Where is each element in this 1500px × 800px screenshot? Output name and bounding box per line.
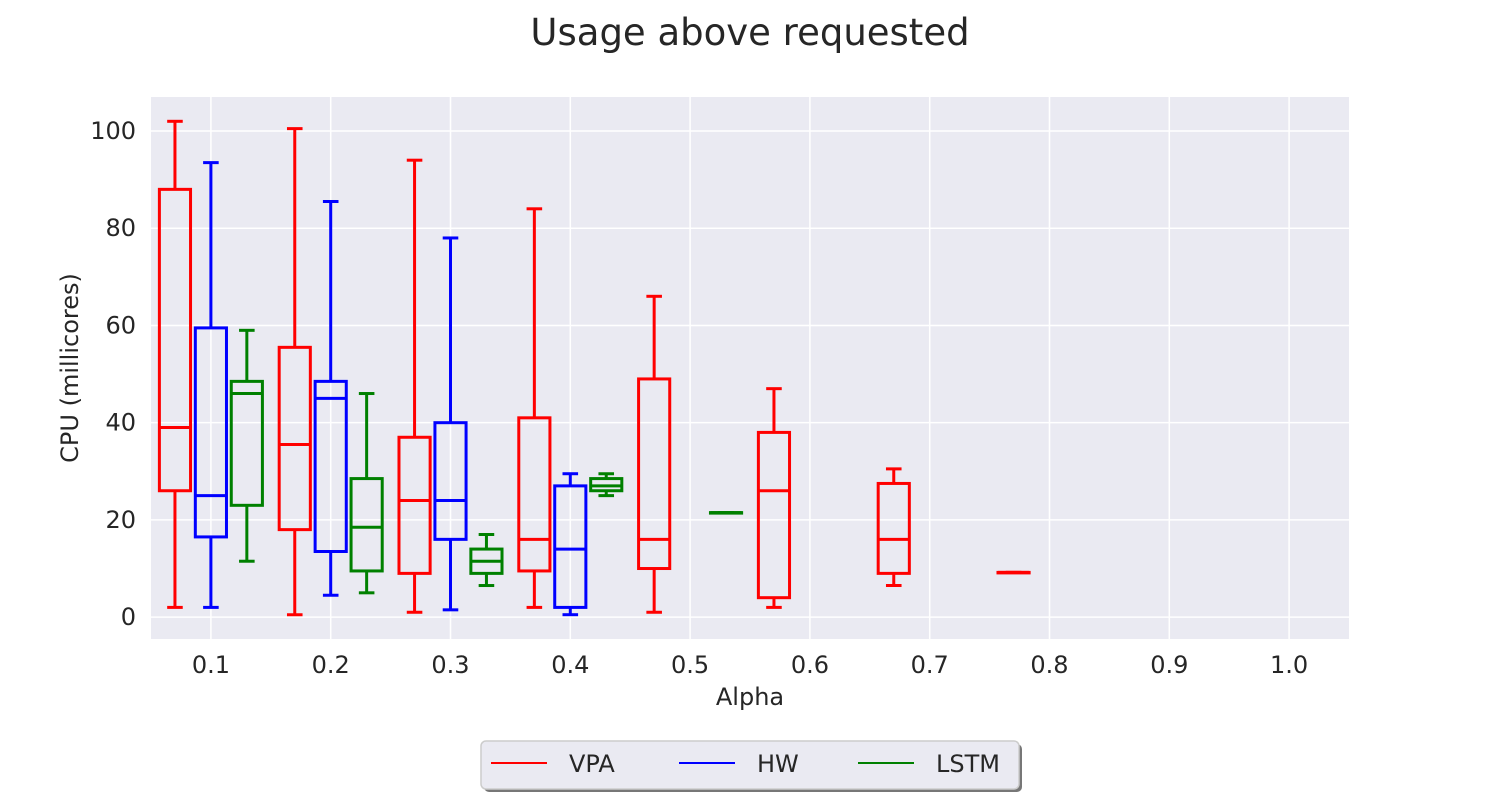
- legend: VPA HW LSTM: [480, 740, 1022, 792]
- legend-frame: [480, 740, 1020, 790]
- box-hw: [433, 236, 468, 612]
- box-vpa: [756, 387, 792, 609]
- box-vpa: [876, 467, 911, 588]
- box-lstm: [349, 392, 384, 595]
- box-iqr: [433, 421, 468, 541]
- box-lstm: [469, 532, 504, 588]
- box-series: [157, 119, 1031, 617]
- box-iqr: [313, 379, 348, 554]
- legend-label: VPA: [569, 750, 615, 778]
- x-tick-label: 1.0: [1270, 651, 1308, 679]
- y-axis-label: CPU (millicores): [56, 273, 84, 463]
- y-tick-label: 0: [121, 603, 136, 631]
- box-iqr: [277, 345, 312, 532]
- box-vpa: [277, 127, 312, 617]
- x-tick-label: 0.1: [192, 651, 230, 679]
- x-axis-label: Alpha: [716, 683, 784, 711]
- box-vpa: [157, 119, 193, 609]
- x-tick-label: 0.6: [791, 651, 829, 679]
- x-tick-label: 0.2: [312, 651, 350, 679]
- box-iqr: [157, 187, 193, 493]
- box-iqr: [349, 477, 384, 573]
- box-hw: [313, 200, 348, 597]
- x-axis-ticks: 0.1 0.2 0.3 0.4 0.5 0.6 0.7 0.8 0.9 1.0: [192, 651, 1308, 679]
- y-tick-label: 20: [105, 506, 136, 534]
- box-iqr: [637, 377, 672, 571]
- chart-title: Usage above requested: [530, 11, 969, 54]
- box-iqr: [876, 481, 911, 575]
- box-hw: [553, 472, 588, 617]
- box-iqr: [229, 379, 264, 507]
- x-tick-label: 0.7: [911, 651, 949, 679]
- y-tick-label: 60: [105, 311, 136, 339]
- box-lstm: [708, 511, 744, 515]
- y-tick-label: 100: [90, 117, 136, 145]
- box-iqr: [397, 435, 432, 575]
- y-tick-label: 40: [105, 409, 136, 437]
- box-hw: [193, 161, 228, 609]
- box-vpa: [996, 570, 1031, 575]
- x-tick-label: 0.9: [1150, 651, 1188, 679]
- x-tick-label: 0.4: [551, 651, 589, 679]
- box-lstm: [589, 472, 624, 498]
- box-vpa: [397, 158, 432, 614]
- box-iqr: [517, 416, 552, 573]
- grid-lines: [151, 97, 1349, 639]
- box-lstm: [229, 328, 264, 563]
- x-tick-label: 0.5: [671, 651, 709, 679]
- box-iqr: [553, 484, 588, 609]
- box-vpa: [637, 294, 672, 614]
- legend-label: LSTM: [936, 750, 1000, 778]
- x-tick-label: 0.8: [1030, 651, 1068, 679]
- box-iqr: [756, 430, 792, 600]
- x-tick-label: 0.3: [431, 651, 469, 679]
- box-iqr: [193, 326, 228, 539]
- y-axis-ticks: 0 20 40 60 80 100: [90, 117, 136, 631]
- legend-label: HW: [757, 750, 799, 778]
- box-vpa: [517, 207, 552, 609]
- y-tick-label: 80: [105, 214, 136, 242]
